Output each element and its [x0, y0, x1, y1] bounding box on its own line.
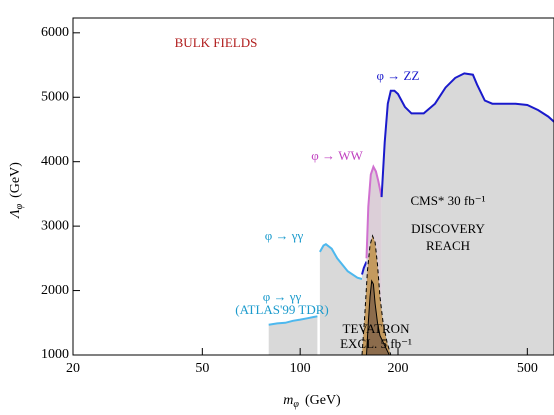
area-fill: [381, 73, 554, 356]
x-tick-label: 500: [517, 361, 538, 376]
annotation: CMS* 30 fb⁻¹: [410, 193, 485, 208]
x-label: mφ (GeV): [283, 393, 341, 410]
label-subscript: φ: [293, 399, 299, 410]
x-tick-label: 200: [387, 361, 408, 376]
x-tick-label: 20: [66, 361, 80, 376]
x-tick-label: 100: [290, 361, 311, 376]
y-tick-label: 5000: [41, 89, 69, 104]
y-tick-label: 3000: [41, 218, 69, 233]
y-label: Λφ (GeV): [8, 162, 25, 220]
annotation: φ → ZZ: [377, 68, 420, 83]
y-tick-label: 4000: [41, 154, 69, 169]
label-unit: (GeV): [8, 162, 23, 198]
area-fill: [366, 280, 390, 355]
curve: [319, 243, 363, 280]
curve: [268, 315, 318, 326]
annotation: (ATLAS'99 TDR): [235, 302, 328, 317]
label-symbol: m: [283, 393, 293, 408]
curve: [361, 261, 368, 275]
curve: [365, 164, 383, 259]
annotation: REACH: [426, 238, 470, 253]
label-unit: (GeV): [305, 393, 341, 408]
plot-frame: [72, 17, 554, 356]
curve: [366, 279, 390, 356]
area-fill: [268, 316, 318, 355]
annotation: DISCOVERY: [411, 221, 485, 236]
annotation: φ → WW: [311, 148, 363, 163]
y-tick-label: 2000: [41, 283, 69, 298]
curve: [361, 234, 392, 356]
annotation: TEVATRON: [343, 321, 411, 336]
x-tick-label: 50: [195, 361, 209, 376]
annotation: φ → γγ: [263, 289, 302, 304]
area-fill: [319, 244, 362, 355]
annotation: BULK FIELDS: [175, 35, 258, 50]
annotation: EXCL. 5 fb⁻¹: [340, 336, 412, 351]
y-tick-label: 1000: [41, 347, 69, 362]
label-symbol: Λ: [8, 209, 23, 220]
curve: [380, 72, 554, 198]
annotation: φ → γγ: [265, 228, 304, 243]
y-tick-label: 6000: [41, 25, 69, 40]
label-subscript: φ: [14, 203, 25, 209]
